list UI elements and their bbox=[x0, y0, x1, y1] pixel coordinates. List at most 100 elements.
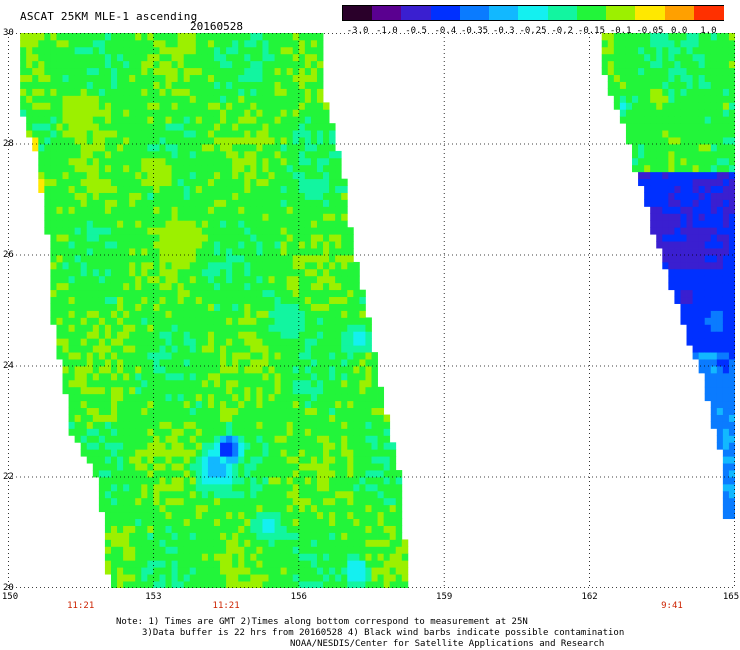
heatmap-cell bbox=[171, 366, 179, 374]
heatmap-cell bbox=[38, 123, 45, 131]
heatmap-cell bbox=[159, 192, 166, 200]
heatmap-cell bbox=[147, 150, 154, 159]
heatmap-cell bbox=[183, 470, 191, 478]
heatmap-cell bbox=[298, 310, 306, 318]
heatmap-cell bbox=[159, 289, 166, 298]
heatmap-cell bbox=[195, 102, 203, 110]
heatmap-cell bbox=[250, 206, 257, 214]
heatmap-cell bbox=[395, 483, 403, 492]
heatmap-cell bbox=[201, 483, 209, 492]
heatmap-cell bbox=[341, 213, 348, 221]
heatmap-cell bbox=[183, 386, 191, 395]
heatmap-cell bbox=[68, 164, 76, 173]
heatmap-cell bbox=[716, 282, 724, 291]
heatmap-cell bbox=[201, 130, 209, 138]
heatmap-cell bbox=[286, 331, 294, 339]
heatmap-cell bbox=[280, 553, 288, 561]
heatmap-cell bbox=[98, 421, 106, 429]
heatmap-cell bbox=[238, 435, 245, 443]
heatmap-cell bbox=[177, 581, 185, 589]
heatmap-cell bbox=[147, 296, 154, 304]
heatmap-cell bbox=[329, 303, 336, 311]
heatmap-cell bbox=[110, 150, 118, 159]
heatmap-cell bbox=[238, 477, 245, 485]
heatmap-cell bbox=[668, 213, 675, 221]
heatmap-cell bbox=[177, 414, 185, 422]
heatmap-cell bbox=[238, 359, 245, 367]
heatmap-cell bbox=[153, 88, 160, 96]
heatmap-cell bbox=[220, 574, 227, 582]
heatmap-cell bbox=[716, 421, 724, 429]
colorbar-label: -0.15 bbox=[577, 26, 605, 36]
heatmap-cell bbox=[371, 359, 378, 367]
heatmap-cell bbox=[292, 213, 300, 221]
heatmap-cell bbox=[238, 338, 245, 346]
heatmap-cell bbox=[74, 74, 82, 82]
heatmap-cell bbox=[395, 567, 403, 575]
heatmap-cell bbox=[728, 199, 736, 207]
heatmap-cell bbox=[244, 46, 251, 55]
heatmap-cell bbox=[220, 130, 227, 138]
heatmap-cell bbox=[153, 352, 160, 360]
heatmap-cell bbox=[310, 164, 318, 173]
heatmap-cell bbox=[353, 393, 360, 402]
heatmap-cell bbox=[292, 366, 300, 374]
heatmap-cell bbox=[98, 88, 106, 96]
heatmap-cell bbox=[86, 255, 94, 263]
heatmap-cell bbox=[316, 511, 324, 520]
heatmap-cell bbox=[728, 442, 736, 450]
heatmap-cell bbox=[244, 95, 251, 103]
heatmap-cell bbox=[674, 248, 681, 256]
heatmap-cell bbox=[401, 567, 409, 575]
heatmap-cell bbox=[650, 192, 657, 200]
heatmap-cell bbox=[347, 560, 354, 568]
heatmap-cell bbox=[201, 386, 209, 395]
heatmap-cell bbox=[153, 303, 160, 311]
heatmap-cell bbox=[92, 386, 100, 395]
heatmap-cell bbox=[668, 123, 675, 131]
heatmap-cell bbox=[201, 532, 209, 540]
heatmap-cell bbox=[698, 102, 706, 110]
heatmap-cell bbox=[38, 95, 45, 103]
heatmap-cell bbox=[177, 227, 185, 235]
heatmap-cell bbox=[123, 130, 130, 138]
heatmap-cell bbox=[347, 372, 354, 381]
heatmap-cell bbox=[123, 310, 130, 318]
heatmap-cell bbox=[310, 511, 318, 520]
heatmap-cell bbox=[710, 95, 718, 103]
heatmap-cell bbox=[728, 213, 736, 221]
heatmap-cell bbox=[674, 192, 681, 200]
heatmap-cell bbox=[92, 53, 100, 62]
heatmap-cell bbox=[177, 324, 185, 332]
heatmap-cell bbox=[644, 130, 651, 138]
heatmap-cell bbox=[226, 227, 233, 235]
heatmap-cell bbox=[359, 289, 366, 298]
heatmap-cell bbox=[644, 60, 651, 69]
heatmap-cell bbox=[117, 60, 124, 69]
heatmap-cell bbox=[668, 60, 675, 69]
heatmap-cell bbox=[32, 116, 39, 124]
heatmap-cell bbox=[189, 74, 197, 82]
heatmap-cell bbox=[110, 352, 118, 360]
heatmap-cell bbox=[110, 53, 118, 62]
heatmap-cell bbox=[110, 261, 118, 270]
heatmap-cell bbox=[92, 95, 100, 103]
heatmap-cell bbox=[80, 39, 88, 48]
heatmap-cell bbox=[117, 81, 124, 89]
heatmap-cell bbox=[377, 539, 385, 547]
heatmap-cell bbox=[722, 227, 730, 235]
heatmap-cell bbox=[207, 116, 215, 124]
heatmap-cell bbox=[129, 470, 136, 478]
heatmap-cell bbox=[262, 102, 269, 110]
heatmap-cell bbox=[341, 449, 348, 457]
heatmap-cell bbox=[292, 192, 300, 200]
heatmap-cell bbox=[244, 109, 251, 117]
heatmap-cell bbox=[686, 199, 693, 207]
heatmap-cell bbox=[674, 199, 681, 207]
heatmap-cell bbox=[62, 213, 69, 221]
heatmap-cell bbox=[304, 206, 312, 214]
heatmap-cell bbox=[329, 261, 336, 270]
heatmap-cell bbox=[250, 303, 257, 311]
heatmap-cell bbox=[625, 33, 633, 41]
heatmap-cell bbox=[268, 338, 275, 346]
